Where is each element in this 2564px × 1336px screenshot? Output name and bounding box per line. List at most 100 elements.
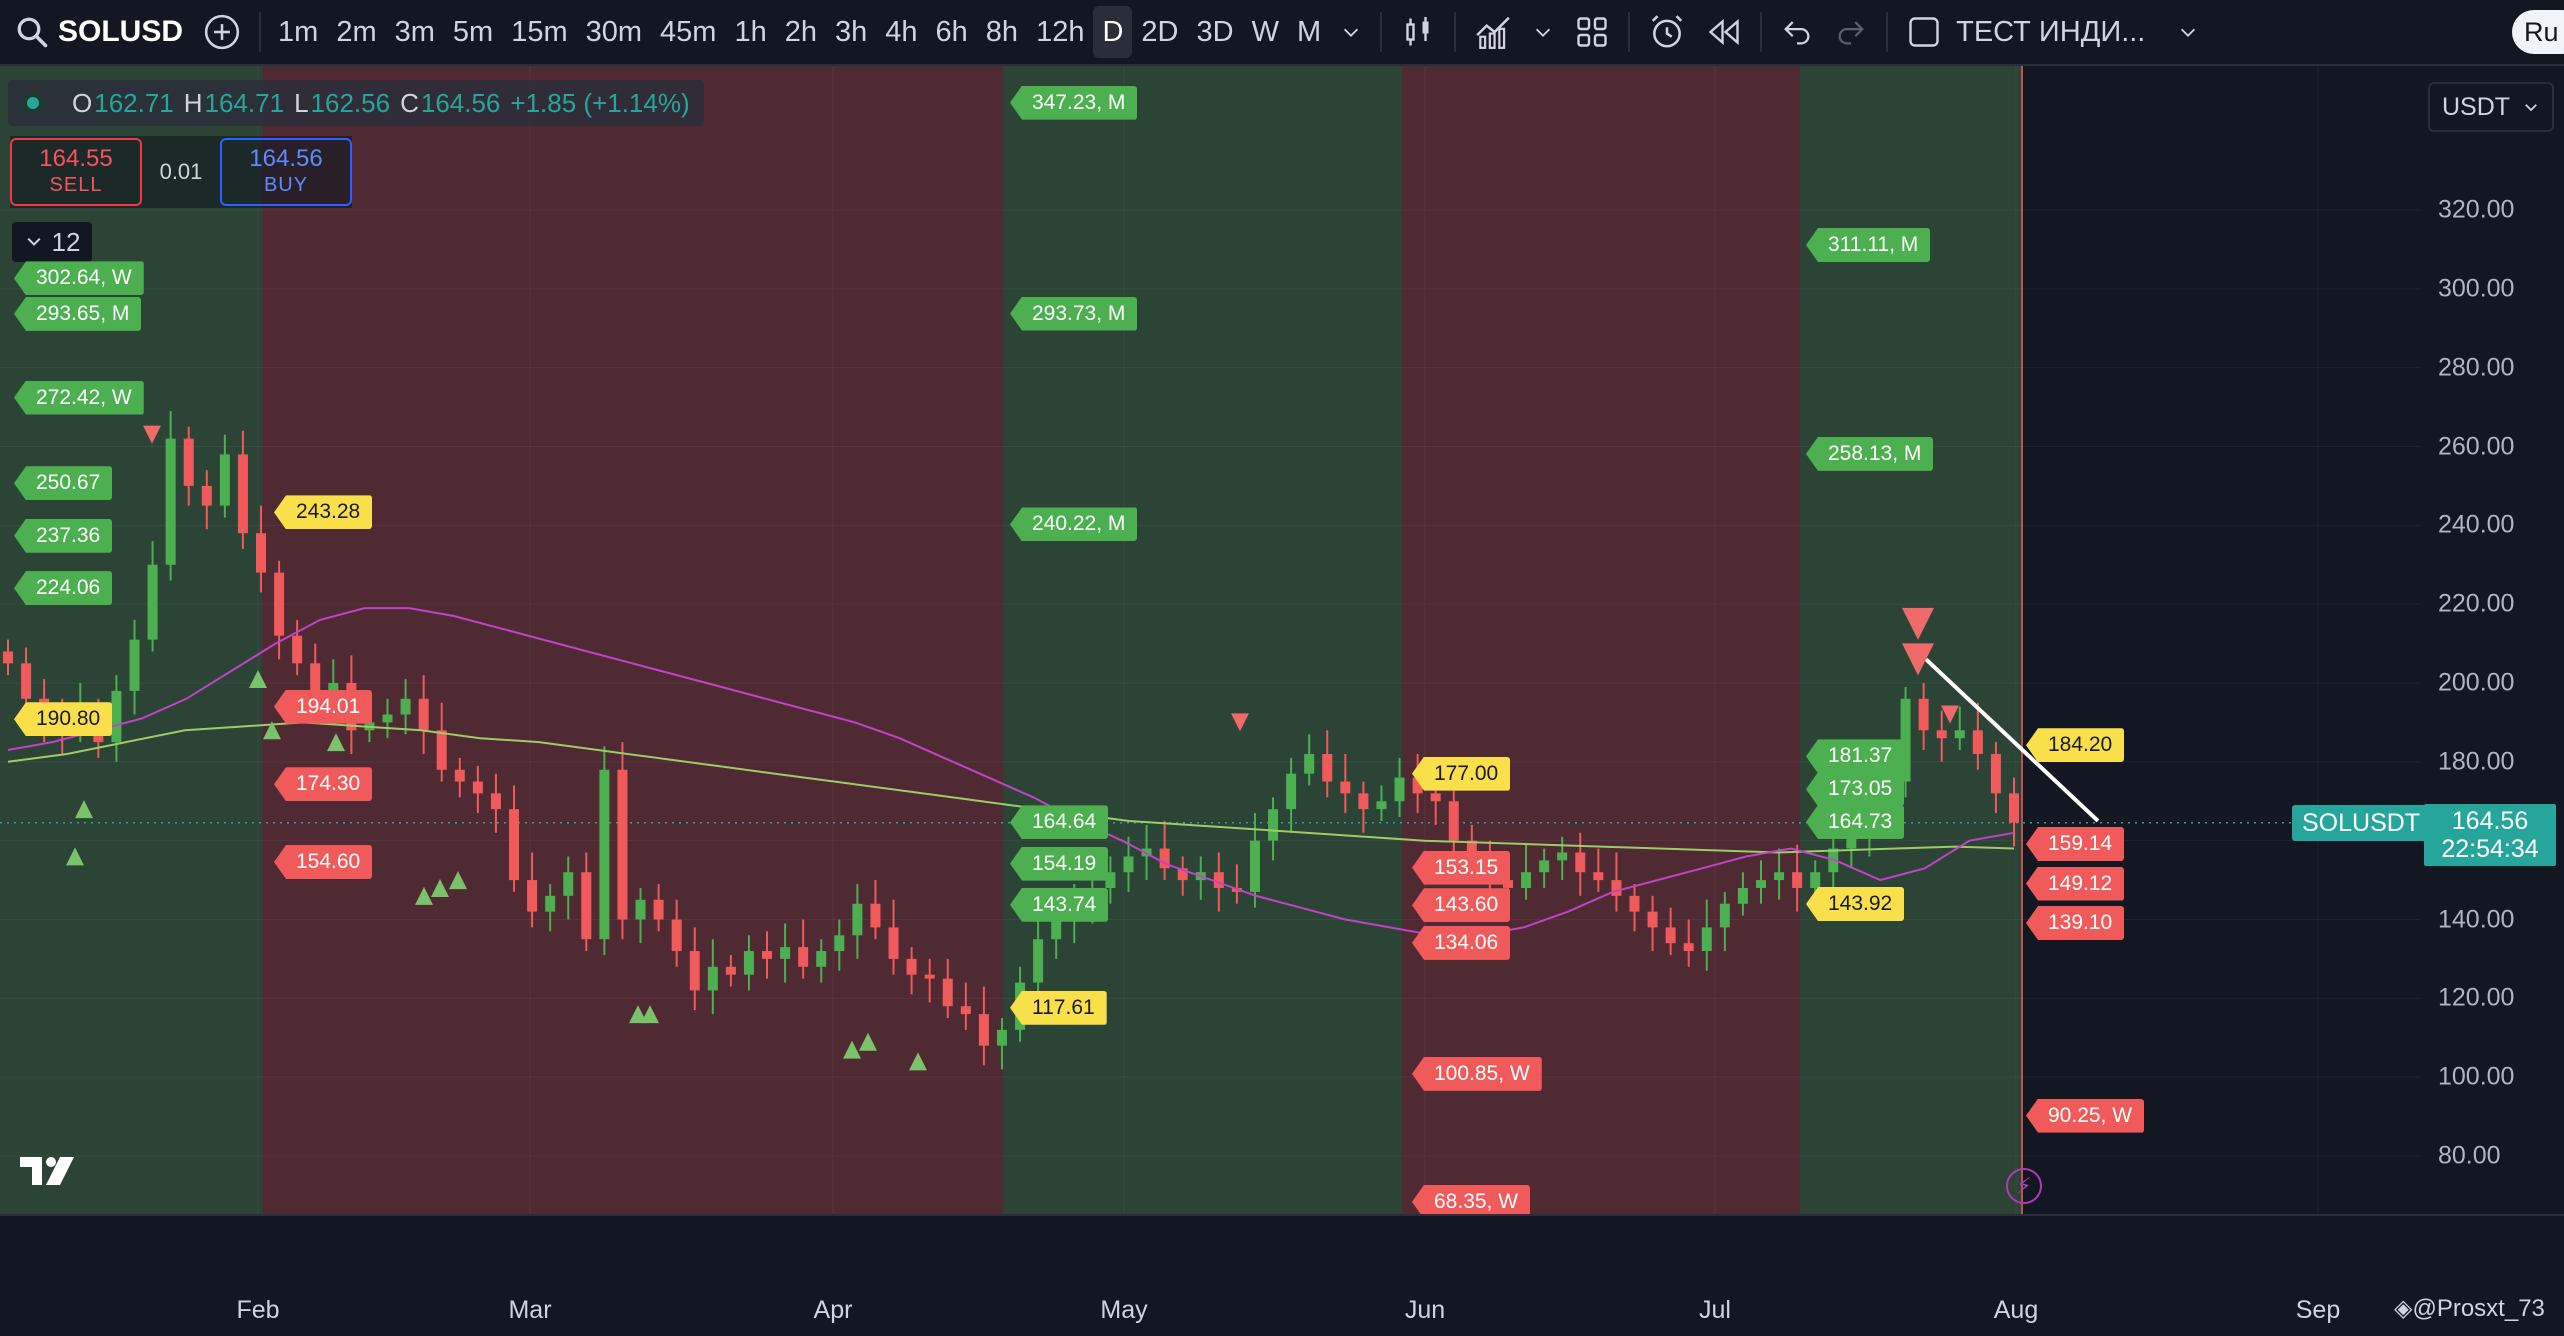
- interval-4h[interactable]: 4h: [885, 15, 918, 48]
- interval-3m[interactable]: 3m: [394, 15, 435, 48]
- ohlc-legend: O 162.71 H 164.71 L 162.56 C 164.56 +1.85 (+…: [8, 80, 704, 126]
- candle-body: [1557, 852, 1568, 861]
- time-tick-label: Jun: [1404, 1296, 1446, 1324]
- author-watermark: ◈@Prosxt_73: [2394, 1294, 2545, 1323]
- level-tag-red: 159.14: [2026, 827, 2125, 862]
- interval-2h[interactable]: 2h: [784, 15, 817, 48]
- toolbar-divider: [259, 12, 262, 52]
- interval-15m[interactable]: 15m: [511, 15, 568, 48]
- level-tag-green: 224.06: [14, 571, 113, 606]
- interval-45m[interactable]: 45m: [660, 15, 717, 48]
- plus-circle-icon: [204, 14, 240, 50]
- time-tick-label: May: [1100, 1296, 1148, 1324]
- currency-select[interactable]: USDT: [2428, 82, 2554, 132]
- template-dropdown-button[interactable]: [2167, 6, 2209, 58]
- candle-body: [671, 919, 682, 952]
- candle-body: [1990, 753, 2001, 794]
- candle-body: [527, 880, 538, 912]
- interval-5m[interactable]: 5m: [452, 15, 494, 48]
- redo-button[interactable]: [1824, 6, 1878, 58]
- level-tag-yellow: 143.92: [1806, 887, 1905, 922]
- toolbar-divider: [1760, 12, 1763, 52]
- candle-body: [1466, 840, 1477, 861]
- sell-button[interactable]: 164.55 SELL: [10, 138, 142, 206]
- chart-type-button[interactable]: [1390, 6, 1446, 58]
- chevron-down-icon: [1344, 28, 1359, 37]
- price-tick-label: 200.00: [2438, 668, 2515, 697]
- level-tag-green: 164.64: [1010, 805, 1109, 840]
- candle-body: [1629, 895, 1640, 912]
- layout-button[interactable]: [1564, 6, 1620, 58]
- candle-body: [1123, 856, 1134, 873]
- candle-body: [1394, 777, 1405, 802]
- zone-red: [1402, 66, 1800, 1214]
- buy-signal-marker: [629, 1005, 647, 1024]
- time-tick-label: Mar: [508, 1296, 552, 1324]
- interval-3d[interactable]: 3D: [1196, 15, 1234, 48]
- sell-signal-marker: [1231, 713, 1249, 732]
- interval-3h[interactable]: 3h: [835, 15, 868, 48]
- chevron-down-icon: [2181, 28, 2196, 37]
- interval-m[interactable]: M: [1296, 15, 1322, 48]
- language-button[interactable]: Ru: [2512, 10, 2564, 54]
- candle-body: [1972, 730, 1983, 754]
- alarm-clock-icon: [1651, 15, 1683, 48]
- symbol-search-button[interactable]: SOLUSD: [0, 6, 193, 58]
- undo-button[interactable]: [1770, 6, 1824, 58]
- interval-1h[interactable]: 1h: [734, 15, 767, 48]
- indicators-icon: [1476, 16, 1510, 49]
- interval-30m[interactable]: 30m: [585, 15, 643, 48]
- lightning-icon[interactable]: ⚡: [2006, 1168, 2042, 1204]
- level-tag-yellow: 243.28: [274, 495, 373, 530]
- candle-body: [1539, 860, 1550, 873]
- level-tag-red: 154.60: [274, 844, 373, 879]
- indicators-count: 12: [51, 226, 81, 257]
- level-tag-green: 272.42, W: [14, 380, 144, 415]
- candle-body: [1521, 872, 1532, 888]
- interval-2m[interactable]: 2m: [336, 15, 377, 48]
- time-tick-label: Aug: [1993, 1296, 2039, 1324]
- compare-symbol-button[interactable]: [193, 6, 251, 58]
- interval-d[interactable]: D: [1093, 6, 1133, 58]
- candle-body: [834, 935, 845, 952]
- undo-icon: [1784, 21, 1810, 45]
- candle-body: [1575, 852, 1586, 873]
- interval-6h[interactable]: 6h: [935, 15, 968, 48]
- candle-body: [1448, 801, 1459, 841]
- redo-icon: [1838, 21, 1865, 45]
- candle-body: [924, 974, 935, 979]
- chart-pane[interactable]: [0, 66, 2564, 1334]
- level-tag-green: 347.23, M: [1010, 85, 1138, 120]
- candle-body: [1105, 872, 1116, 888]
- interval-w[interactable]: W: [1251, 15, 1279, 48]
- buy-button[interactable]: 164.56 BUY: [220, 138, 352, 206]
- candle-body: [707, 966, 718, 991]
- interval-dropdown-button[interactable]: [1330, 6, 1372, 58]
- replay-button[interactable]: [1696, 6, 1752, 58]
- time-axis[interactable]: [0, 1214, 2564, 1336]
- sell-signal-marker: [1902, 643, 1934, 676]
- tradingview-logo[interactable]: [20, 1150, 90, 1200]
- candle-body: [111, 690, 122, 743]
- level-tag-red: 194.01: [274, 689, 373, 724]
- template-button[interactable]: ТЕСТ ИНДИ...: [1896, 6, 2155, 58]
- indicators-dropdown-button[interactable]: [1522, 6, 1564, 58]
- candle-body: [1286, 773, 1297, 810]
- time-tick-label: Sep: [2295, 1296, 2341, 1324]
- alert-button[interactable]: [1638, 6, 1696, 58]
- indicators-button[interactable]: [1464, 6, 1522, 58]
- indicators-collapse-toggle[interactable]: 12: [12, 222, 92, 262]
- candle-body: [1665, 927, 1676, 944]
- interval-2d[interactable]: 2D: [1141, 15, 1179, 48]
- interval-12h[interactable]: 12h: [1036, 15, 1085, 48]
- price-tick-label: 300.00: [2438, 274, 2515, 303]
- interval-1m[interactable]: 1m: [278, 15, 319, 48]
- template-name: ТЕСТ ИНДИ...: [1956, 15, 2146, 48]
- candle-body: [996, 1029, 1007, 1046]
- checkbox-icon: [1909, 17, 1939, 47]
- toolbar-divider: [1886, 12, 1889, 52]
- price-chart[interactable]: [0, 66, 2564, 1334]
- candle-body: [1719, 903, 1730, 928]
- interval-8h[interactable]: 8h: [985, 15, 1019, 48]
- level-tag-red: 153.15: [1412, 850, 1511, 885]
